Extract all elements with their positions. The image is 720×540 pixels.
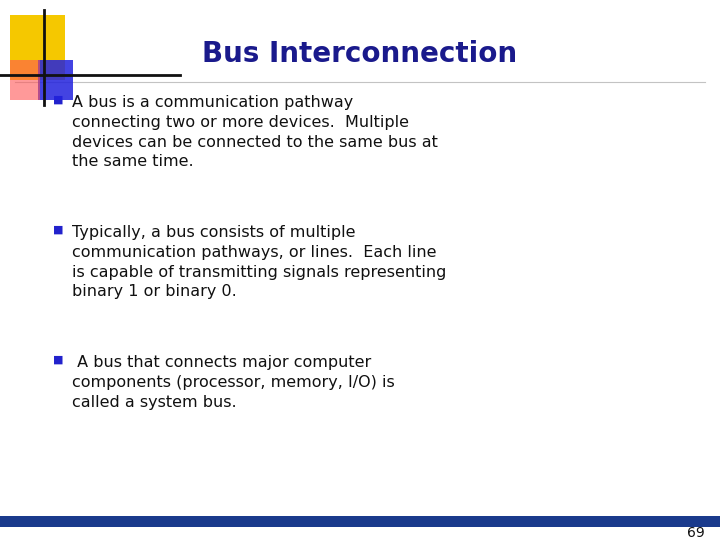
Bar [10,60,40,100]
Text: Typically, a bus consists of multiple
communication pathways, or lines.  Each li: Typically, a bus consists of multiple co… [72,225,446,299]
Bar [0,516,720,527]
Text: ■: ■ [53,355,63,365]
Text: ■: ■ [53,225,63,235]
Text: Bus Interconnection: Bus Interconnection [202,40,518,68]
Text: ■: ■ [53,95,63,105]
Bar [38,60,73,100]
Text: A bus is a communication pathway
connecting two or more devices.  Multiple
devic: A bus is a communication pathway connect… [72,95,438,170]
Bar [10,15,65,80]
Text: 69: 69 [688,526,705,540]
Text: A bus that connects major computer
components (processor, memory, I/O) is
called: A bus that connects major computer compo… [72,355,395,410]
